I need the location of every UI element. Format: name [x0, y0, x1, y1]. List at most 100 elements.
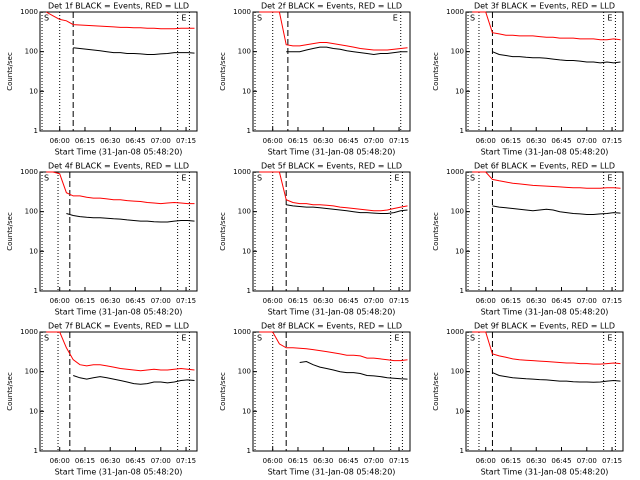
y-tick-label: 10: [455, 87, 464, 95]
y-tick-label: 100: [451, 368, 464, 376]
x-tick-label: 06:15: [501, 297, 521, 305]
panel: Det 7f BLACK = Events, RED = LLD Start Ti…: [6, 322, 198, 477]
y-tick-label: 1000: [233, 8, 251, 16]
x-tick-label: 06:00: [263, 137, 283, 145]
x-tick-label: 06:30: [526, 457, 546, 465]
x-tick-label: 06:45: [125, 137, 145, 145]
x-tick-label: 06:15: [501, 137, 521, 145]
chart-title: Det 5f BLACK = Events, RED = LLD: [261, 162, 402, 171]
plot-frame: [465, 171, 624, 292]
x-tick-label: 06:00: [263, 457, 283, 465]
start-label: S: [257, 14, 262, 23]
x-tick-label: 06:45: [338, 137, 358, 145]
x-tick-label: 07:15: [389, 137, 409, 145]
chart-title: Det 9f BLACK = Events, RED = LLD: [474, 322, 615, 331]
x-tick-label: 06:30: [100, 457, 120, 465]
y-tick-label: 1000: [20, 328, 38, 336]
x-tick-label: 06:15: [288, 297, 308, 305]
y-axis-label: Counts/sec: [219, 212, 227, 251]
series-line: [73, 375, 195, 385]
x-tick-label: 06:00: [50, 457, 70, 465]
x-tick-label: 06:45: [338, 297, 358, 305]
y-tick-label: 10: [242, 407, 251, 415]
end-label: E: [607, 14, 612, 23]
x-tick-label: 06:45: [551, 297, 571, 305]
x-tick-label: 07:00: [364, 137, 384, 145]
y-tick-label: 1: [34, 287, 38, 295]
x-tick-label: 07:15: [176, 297, 196, 305]
y-tick-label: 100: [238, 208, 251, 216]
y-tick-label: 1: [247, 127, 251, 135]
x-axis-label: Start Time (31-Jan-08 05:48:20): [481, 468, 609, 477]
y-tick-label: 1000: [446, 328, 464, 336]
series-line: [66, 213, 195, 223]
y-tick-label: 10: [242, 247, 251, 255]
x-tick-label: 06:30: [100, 137, 120, 145]
series-line: [472, 331, 621, 365]
y-tick-label: 1000: [233, 328, 251, 336]
x-axis-label: Start Time (31-Jan-08 05:48:20): [268, 468, 396, 477]
x-axis-label: Start Time (31-Jan-08 05:48:20): [55, 308, 183, 317]
chart-title: Det 8f BLACK = Events, RED = LLD: [261, 322, 402, 331]
y-tick-label: 1: [247, 447, 251, 455]
x-tick-label: 06:00: [476, 297, 496, 305]
start-label: S: [470, 334, 475, 343]
y-axis-label: Counts/sec: [6, 212, 14, 251]
end-label: E: [393, 14, 398, 23]
x-tick-label: 06:30: [313, 137, 333, 145]
start-label: S: [44, 174, 49, 183]
plot-frame: [39, 11, 198, 132]
y-axis-label: Counts/sec: [6, 372, 14, 411]
y-tick-label: 10: [455, 407, 464, 415]
x-tick-label: 06:30: [313, 297, 333, 305]
x-axis-label: Start Time (31-Jan-08 05:48:20): [268, 148, 396, 157]
y-axis-label: Counts/sec: [6, 52, 14, 91]
series-line: [492, 205, 621, 215]
x-tick-label: 07:00: [364, 457, 384, 465]
plot-frame: [252, 171, 411, 292]
plot-frame: [39, 331, 198, 452]
x-tick-label: 06:00: [263, 297, 283, 305]
x-tick-label: 06:45: [125, 457, 145, 465]
end-label: E: [607, 334, 612, 343]
y-axis-label: Counts/sec: [219, 52, 227, 91]
x-tick-label: 06:30: [313, 457, 333, 465]
x-tick-label: 06:15: [288, 137, 308, 145]
x-tick-label: 06:00: [50, 297, 70, 305]
x-tick-label: 06:00: [476, 457, 496, 465]
end-label: E: [181, 334, 186, 343]
x-tick-label: 07:00: [577, 297, 597, 305]
panel: Det 2f BLACK = Events, RED = LLD Start Ti…: [219, 2, 411, 157]
x-tick-label: 07:00: [151, 137, 171, 145]
y-tick-label: 10: [455, 247, 464, 255]
panel: Det 8f BLACK = Events, RED = LLD Start Ti…: [219, 322, 411, 477]
panel: Det 1f BLACK = Events, RED = LLD Start Ti…: [6, 2, 198, 157]
x-tick-label: 06:15: [75, 297, 95, 305]
start-label: S: [257, 174, 262, 183]
x-axis-label: Start Time (31-Jan-08 05:48:20): [268, 308, 396, 317]
panel: Det 3f BLACK = Events, RED = LLD Start Ti…: [432, 2, 624, 157]
panel: Det 6f BLACK = Events, RED = LLD Start Ti…: [432, 162, 624, 317]
x-tick-label: 07:00: [151, 297, 171, 305]
chart-title: Det 6f BLACK = Events, RED = LLD: [474, 162, 615, 171]
x-tick-label: 06:15: [75, 137, 95, 145]
series-line: [286, 46, 408, 56]
x-tick-label: 07:00: [577, 137, 597, 145]
y-tick-label: 1000: [446, 8, 464, 16]
y-tick-label: 100: [451, 208, 464, 216]
end-label: E: [181, 174, 186, 183]
x-tick-label: 07:15: [602, 457, 622, 465]
x-tick-label: 06:45: [551, 457, 571, 465]
y-tick-label: 1: [34, 447, 38, 455]
end-label: E: [394, 174, 399, 183]
y-tick-label: 10: [29, 87, 38, 95]
y-tick-label: 1000: [20, 8, 38, 16]
x-axis-label: Start Time (31-Jan-08 05:48:20): [481, 148, 609, 157]
x-tick-label: 06:00: [476, 137, 496, 145]
series-line: [73, 47, 195, 55]
x-tick-label: 06:15: [75, 457, 95, 465]
series-line: [492, 51, 621, 64]
y-tick-label: 10: [29, 407, 38, 415]
series-line: [472, 171, 621, 189]
